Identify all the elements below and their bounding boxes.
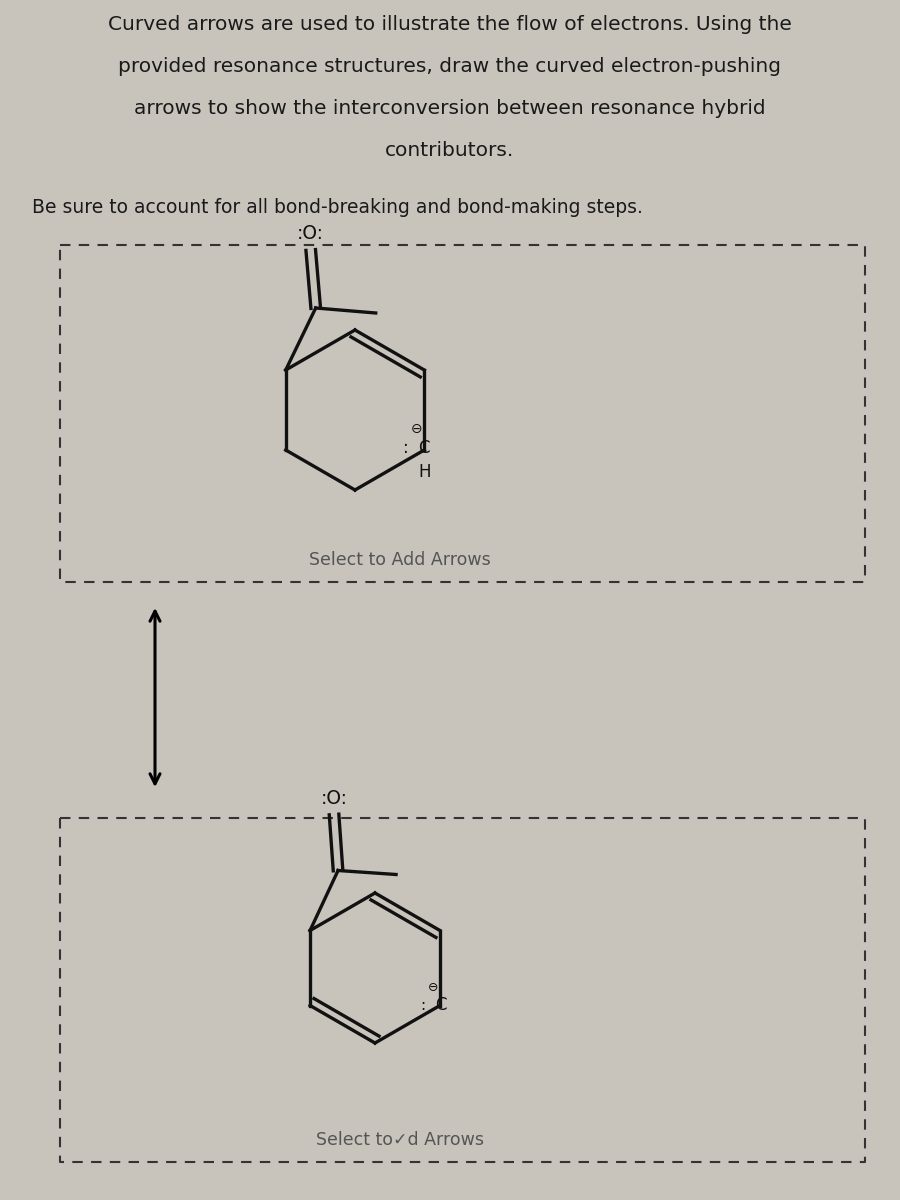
Text: Select to✓d Arrows: Select to✓d Arrows — [316, 1130, 484, 1150]
Text: contributors.: contributors. — [385, 140, 515, 160]
Text: :O:: :O: — [320, 788, 347, 808]
Text: ⊖: ⊖ — [428, 982, 438, 994]
Text: H: H — [418, 463, 430, 481]
Text: :O:: :O: — [297, 224, 324, 242]
Text: Select to Add Arrows: Select to Add Arrows — [309, 551, 491, 569]
Text: Curved arrows are used to illustrate the flow of electrons. Using the: Curved arrows are used to illustrate the… — [108, 14, 792, 34]
Text: Be sure to account for all bond-breaking and bond-making steps.: Be sure to account for all bond-breaking… — [32, 198, 643, 217]
Text: :: : — [420, 998, 426, 1013]
Text: C: C — [436, 996, 446, 1014]
Text: provided resonance structures, draw the curved electron-pushing: provided resonance structures, draw the … — [119, 56, 781, 76]
Text: C: C — [418, 439, 430, 457]
Text: arrows to show the interconversion between resonance hybrid: arrows to show the interconversion betwe… — [134, 98, 766, 118]
Text: :: : — [403, 439, 410, 457]
Text: ⊖: ⊖ — [410, 422, 422, 436]
